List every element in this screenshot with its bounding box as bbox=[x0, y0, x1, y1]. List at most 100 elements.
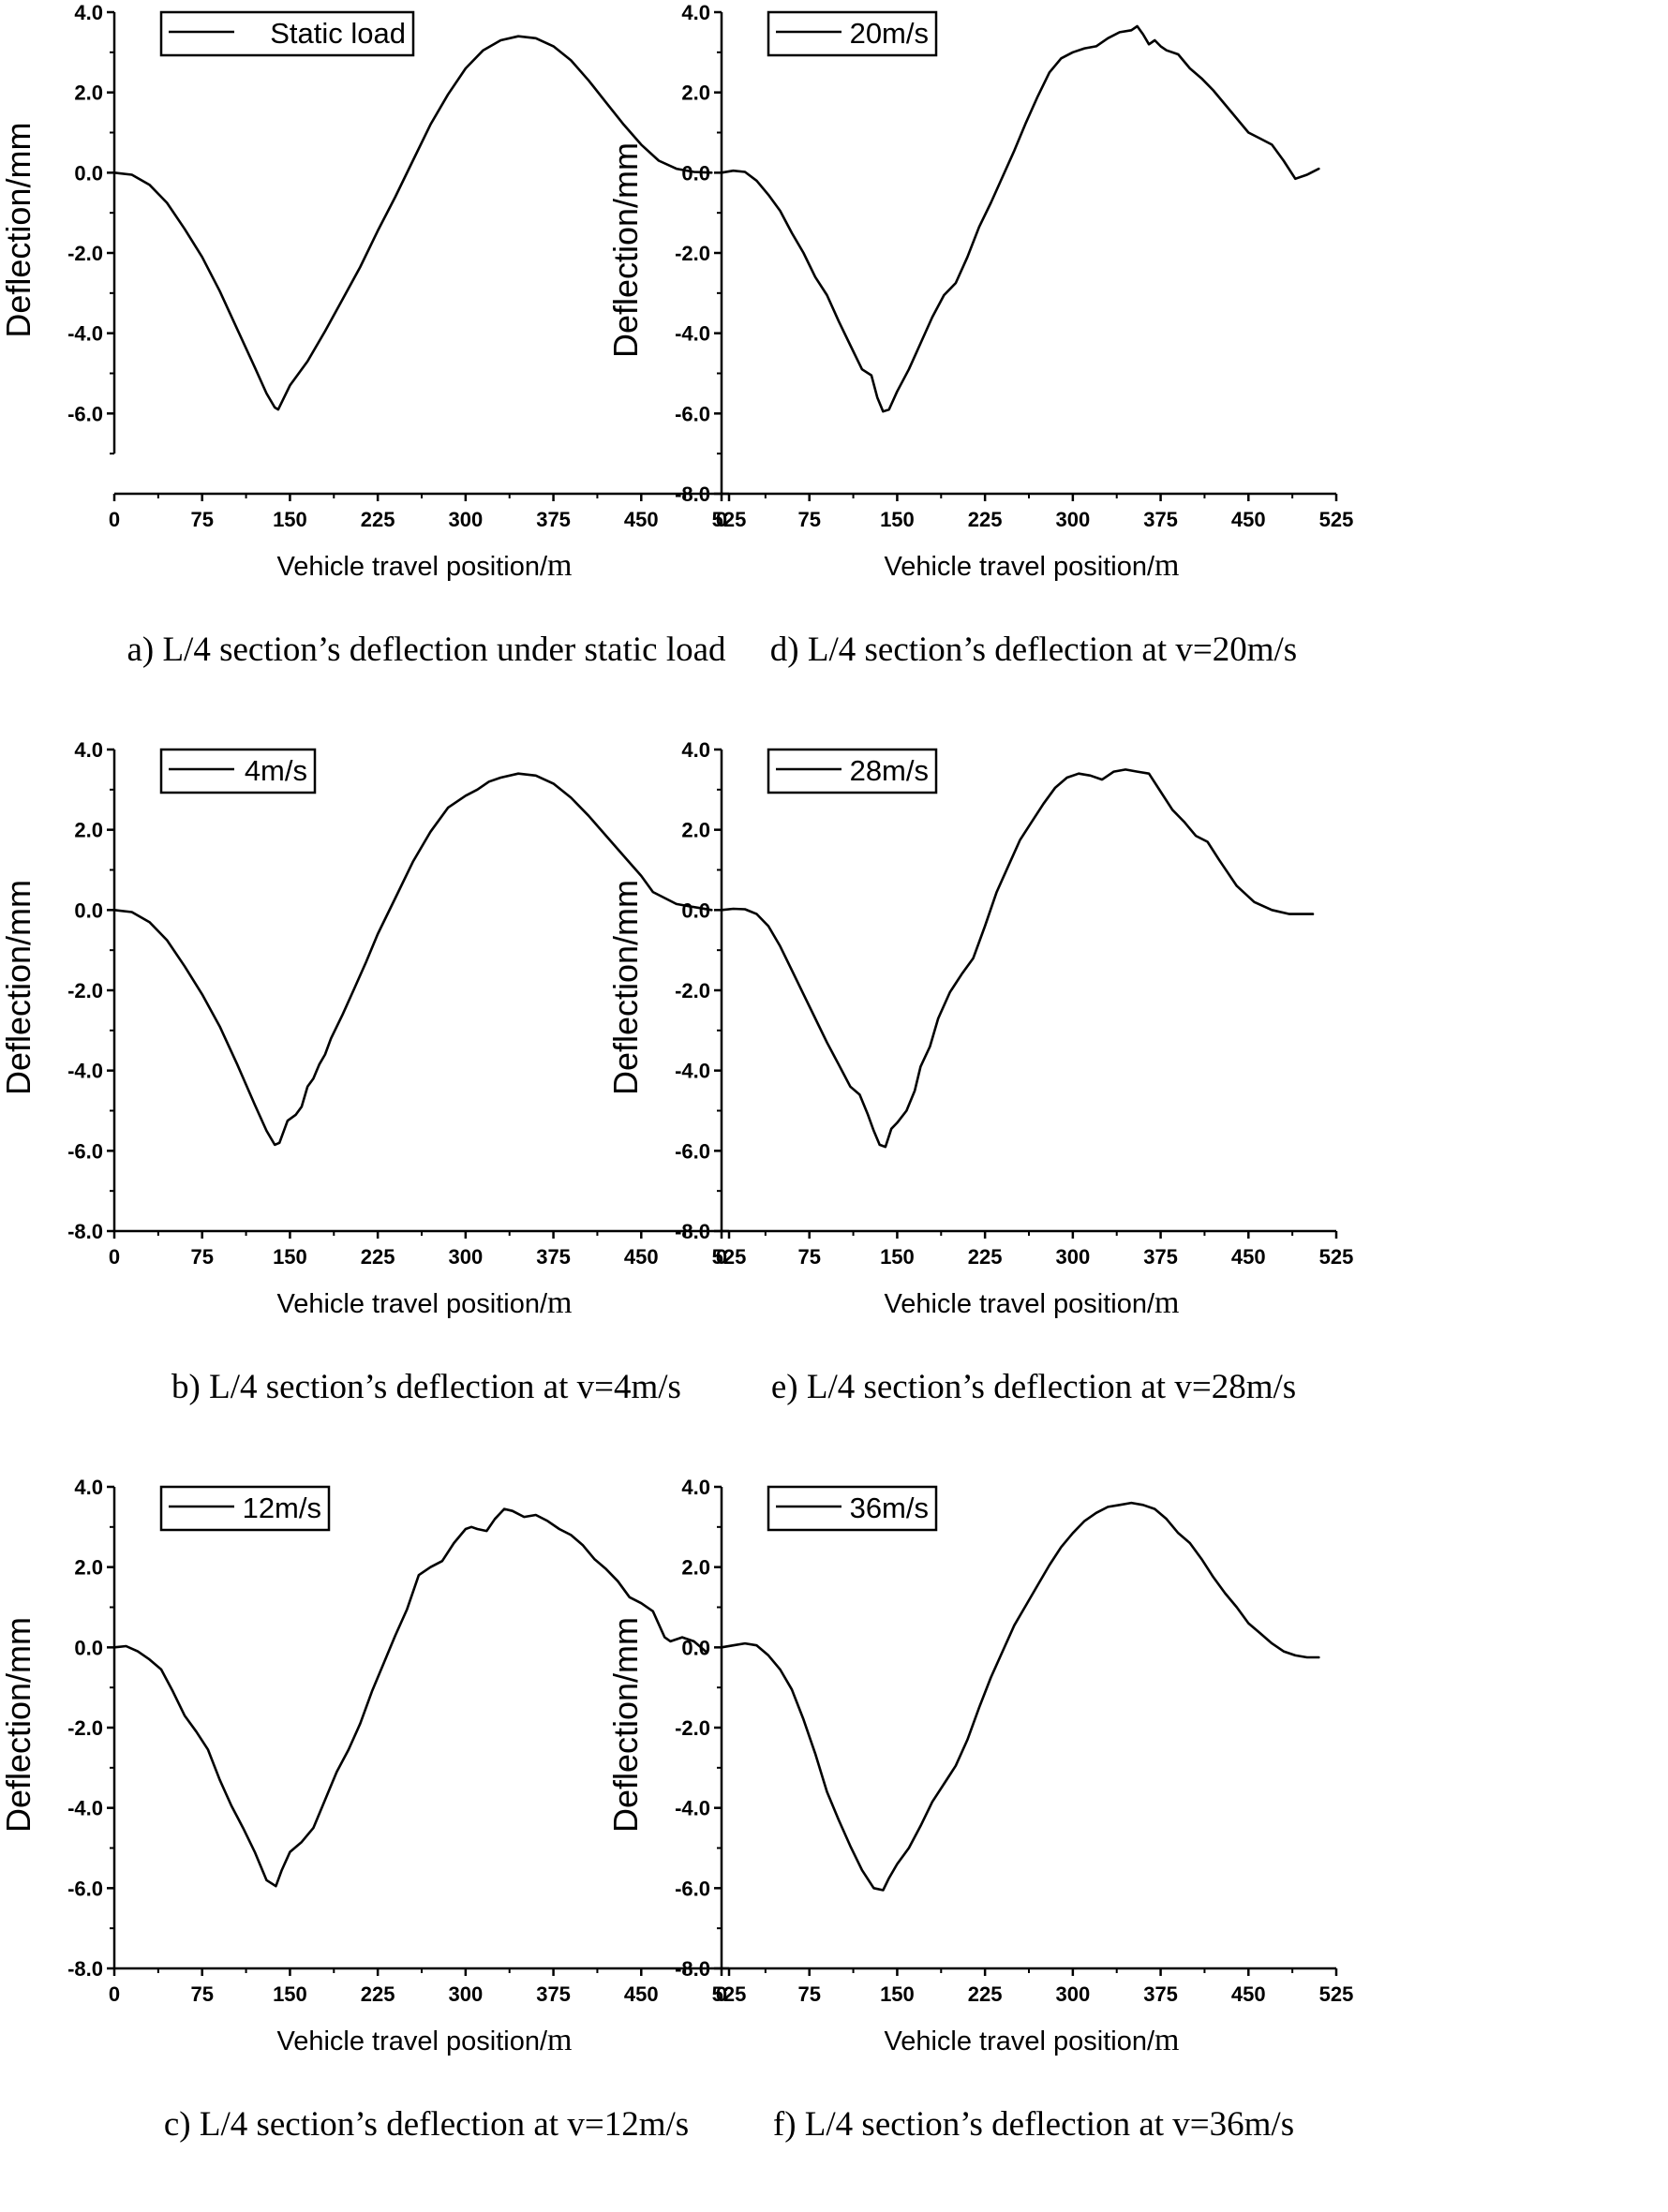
y-tick-label: -4.0 bbox=[67, 1797, 103, 1820]
y-axis-title: Deflection/mm bbox=[0, 1617, 37, 1833]
y-tick-label: 0.0 bbox=[681, 898, 710, 922]
y-tick-label: -4.0 bbox=[67, 322, 103, 346]
y-tick-label: -2.0 bbox=[675, 242, 710, 265]
x-tick-label: 150 bbox=[880, 1982, 915, 2006]
y-tick-label: 4.0 bbox=[74, 1476, 103, 1499]
x-tick-label: 0 bbox=[109, 1982, 120, 2006]
y-axis-title: Deflection/mm bbox=[606, 880, 645, 1095]
y-axis-title: Deflection/mm bbox=[0, 123, 37, 338]
y-tick-label: 0.0 bbox=[681, 161, 710, 185]
x-axis-title: Vehicle travel position/m bbox=[884, 1285, 1179, 1320]
y-tick-label: -8.0 bbox=[675, 1220, 710, 1243]
x-tick-label: 300 bbox=[448, 508, 483, 531]
legend-box bbox=[767, 748, 938, 794]
y-tick-label: 2.0 bbox=[681, 819, 710, 842]
x-tick-label: 75 bbox=[797, 508, 820, 531]
y-tick-label: -2.0 bbox=[67, 1716, 103, 1740]
legend: 28m/s bbox=[767, 748, 938, 794]
series-line bbox=[112, 1507, 707, 1888]
y-tick-label: -2.0 bbox=[67, 242, 103, 265]
x-axis-title: Vehicle travel position/m bbox=[884, 2023, 1179, 2057]
x-tick-label: 0 bbox=[109, 1245, 120, 1269]
x-tick-label: 525 bbox=[712, 1245, 747, 1269]
y-tick-label: 2.0 bbox=[74, 82, 103, 105]
y-tick-label: -6.0 bbox=[67, 1877, 103, 1900]
y-tick-label: 4.0 bbox=[681, 1476, 710, 1499]
x-axis-title: Vehicle travel position/m bbox=[276, 548, 572, 583]
legend-label: 12m/s bbox=[243, 1492, 321, 1524]
y-tick-label: -8.0 bbox=[67, 1220, 103, 1243]
x-axis-title-text: Vehicle travel position/ bbox=[276, 2026, 547, 2056]
y-tick-label: 2.0 bbox=[681, 1556, 710, 1580]
legend-label: 28m/s bbox=[850, 754, 929, 787]
x-tick-label: 375 bbox=[1143, 1982, 1178, 2006]
figure-caption: b) L/4 section’s deflection at v=4m/s bbox=[171, 1368, 681, 1406]
x-axis-title: Vehicle travel position/m bbox=[276, 2023, 572, 2057]
x-tick-label: 300 bbox=[1055, 1245, 1090, 1269]
legend: 4m/s bbox=[159, 748, 317, 794]
x-tick-label: 225 bbox=[361, 1245, 395, 1269]
x-tick-label: 0 bbox=[716, 1982, 727, 2006]
series-line bbox=[112, 35, 713, 411]
x-tick-label: 525 bbox=[712, 508, 747, 531]
figure-caption: e) L/4 section’s deflection at v=28m/s bbox=[771, 1368, 1296, 1406]
y-tick-label: 4.0 bbox=[681, 738, 710, 762]
y-tick-label: 0.0 bbox=[74, 161, 103, 185]
y-tick-label: -6.0 bbox=[67, 402, 103, 425]
figure-caption: a) L/4 section’s deflection under static… bbox=[127, 631, 726, 669]
series-line bbox=[720, 1501, 1320, 1892]
x-tick-label: 75 bbox=[797, 1982, 820, 2006]
y-tick-label: -4.0 bbox=[675, 322, 710, 346]
y-tick-label: 0.0 bbox=[74, 898, 103, 922]
x-tick-label: 525 bbox=[1319, 1982, 1354, 2006]
y-tick-label: -6.0 bbox=[675, 1139, 710, 1163]
y-tick-label: -6.0 bbox=[675, 1877, 710, 1900]
x-tick-label: 525 bbox=[1319, 508, 1354, 531]
x-tick-label: 0 bbox=[109, 508, 120, 531]
x-axis-title-text: Vehicle travel position/ bbox=[884, 1289, 1154, 1319]
figure-caption: d) L/4 section’s deflection at v=20m/s bbox=[770, 631, 1297, 669]
legend-box bbox=[767, 10, 938, 57]
legend-box bbox=[159, 10, 415, 57]
x-axis-title-text: Vehicle travel position/ bbox=[276, 552, 547, 582]
legend-label: 4m/s bbox=[245, 754, 307, 787]
y-tick-label: 0.0 bbox=[681, 1636, 710, 1659]
x-tick-label: 75 bbox=[190, 1982, 213, 2006]
y-tick-label: 2.0 bbox=[681, 82, 710, 105]
chart-panel-b: 4.0 2.0 0.0 -2.0 -4.0 -6.0 -8.0 0 75 150 225 300 375… bbox=[0, 737, 797, 1468]
x-tick-label: 300 bbox=[448, 1982, 483, 2006]
x-tick-label: 75 bbox=[190, 508, 213, 531]
y-tick-label: 4.0 bbox=[681, 1, 710, 24]
y-tick-label: -8.0 bbox=[675, 1957, 710, 1981]
x-axis-title-text: Vehicle travel position/ bbox=[884, 552, 1154, 582]
legend-box bbox=[159, 748, 317, 794]
x-tick-label: 75 bbox=[797, 1245, 820, 1269]
x-tick-label: 375 bbox=[536, 508, 571, 531]
y-tick-label: 2.0 bbox=[74, 1556, 103, 1580]
x-tick-label: 450 bbox=[624, 508, 659, 531]
x-axis-title-unit: m bbox=[1154, 2023, 1179, 2057]
y-tick-label: 0.0 bbox=[74, 1636, 103, 1659]
chart-panel-f: 4.0 2.0 0.0 -2.0 -4.0 -6.0 -8.0 0 75 150 225 300 375… bbox=[606, 1475, 1404, 2205]
x-tick-label: 300 bbox=[1055, 508, 1090, 531]
x-tick-label: 225 bbox=[968, 1982, 1003, 2006]
y-tick-label: 4.0 bbox=[74, 1, 103, 24]
y-axis-title: Deflection/mm bbox=[606, 1617, 645, 1833]
y-tick-label: -6.0 bbox=[675, 402, 710, 425]
series-line bbox=[720, 24, 1320, 413]
x-axis-title-unit: m bbox=[1154, 548, 1179, 583]
legend: 20m/s bbox=[767, 10, 938, 57]
x-tick-label: 0 bbox=[716, 1245, 727, 1269]
x-tick-label: 375 bbox=[1143, 508, 1178, 531]
x-tick-label: 75 bbox=[190, 1245, 213, 1269]
chart-svg: 4.0 2.0 0.0 -2.0 -4.0 -6.0 0 75 150 225 300 375 450 5… bbox=[0, 1, 747, 669]
chart-svg: 4.0 2.0 0.0 -2.0 -4.0 -6.0 -8.0 0 75 150 225 300 375… bbox=[0, 738, 747, 1406]
series-line bbox=[112, 772, 713, 1147]
x-tick-label: 450 bbox=[1231, 508, 1266, 531]
x-tick-label: 450 bbox=[624, 1982, 659, 2006]
x-tick-label: 375 bbox=[1143, 1245, 1178, 1269]
y-tick-label: -2.0 bbox=[675, 979, 710, 1002]
x-tick-label: 300 bbox=[448, 1245, 483, 1269]
x-tick-label: 0 bbox=[716, 508, 727, 531]
x-axis-title-unit: m bbox=[547, 2023, 572, 2057]
